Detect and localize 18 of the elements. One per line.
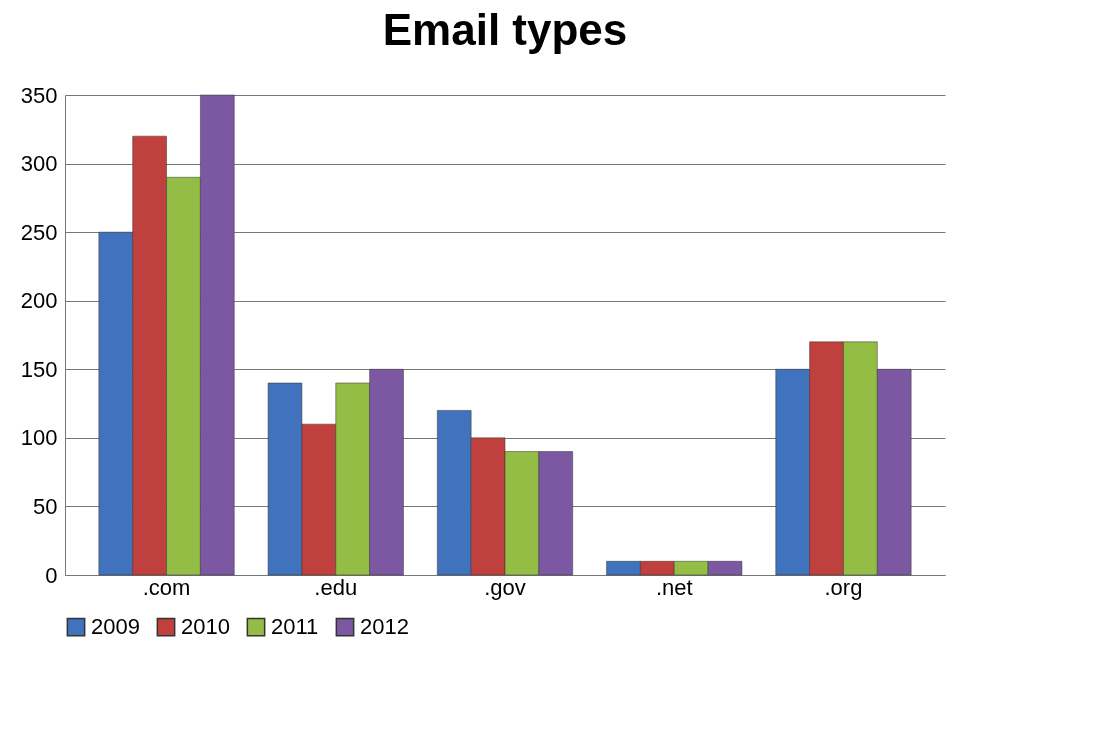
x-tick-label: .org <box>824 574 863 600</box>
chart-title: Email types <box>382 5 628 54</box>
legend-label: 2012 <box>360 614 409 640</box>
x-tick-label: .com <box>142 574 191 600</box>
y-tick-label: 50 <box>33 493 58 519</box>
legend-label: 2011 <box>271 614 319 640</box>
y-tick-label: 0 <box>45 562 58 588</box>
y-tick-label: 250 <box>20 219 58 245</box>
y-tick-label: 300 <box>20 151 58 177</box>
y-tick-label: 200 <box>20 288 58 314</box>
legend-label: 2010 <box>181 614 230 640</box>
legend-label: 2009 <box>91 614 140 640</box>
x-tick-label: .edu <box>314 574 358 600</box>
y-tick-label: 100 <box>20 425 58 451</box>
x-tick-label: .net <box>655 574 693 600</box>
y-tick-label: 350 <box>20 82 58 108</box>
y-tick-label: 150 <box>20 356 58 382</box>
x-tick-label: .gov <box>484 574 526 600</box>
